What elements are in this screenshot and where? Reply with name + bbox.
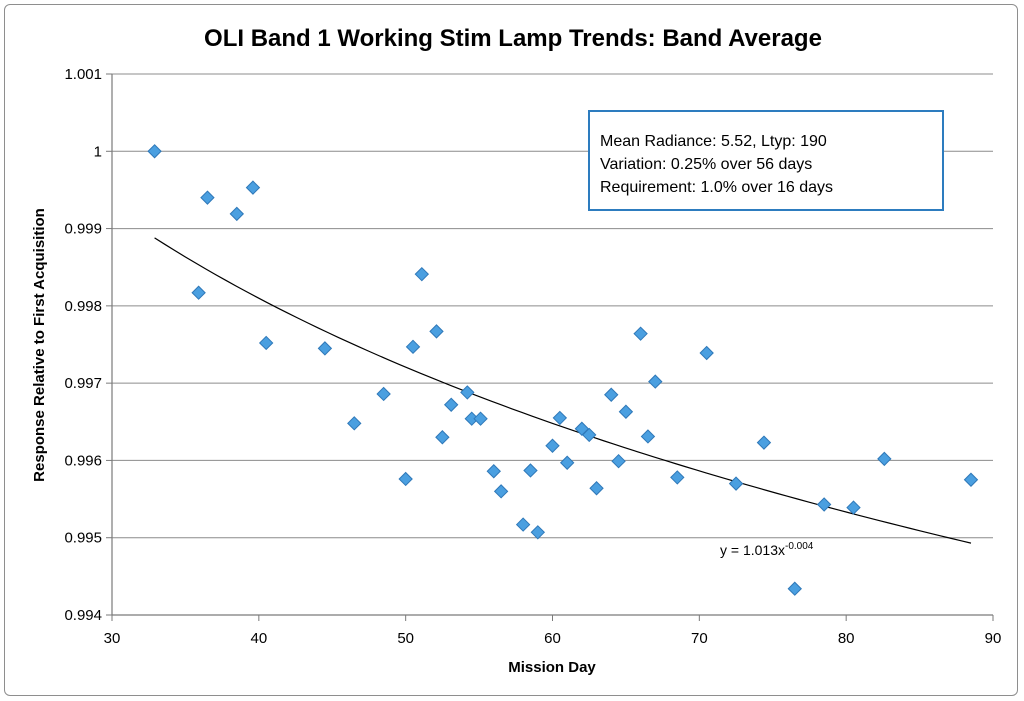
trendline-equation-base: y = 1.013x <box>720 542 785 558</box>
data-point <box>405 339 421 355</box>
y-axis-label: Response Relative to First Acquisition <box>31 208 48 482</box>
data-point <box>963 472 979 487</box>
data-point <box>429 324 444 339</box>
data-point <box>493 484 509 499</box>
x-tick-label: 60 <box>544 630 561 647</box>
data-point <box>229 206 245 222</box>
data-point <box>582 427 597 443</box>
data-point <box>816 497 832 512</box>
trendline-equation-exponent: -0.004 <box>785 541 814 552</box>
data-point <box>787 581 802 596</box>
y-tick-label: 0.998 <box>64 298 102 315</box>
annotation-line: Mean Radiance: 5.52, Ltyp: 190 <box>600 133 827 150</box>
trendline <box>154 237 972 544</box>
x-tick-label: 90 <box>985 630 1002 647</box>
annotation-box-border <box>588 110 944 211</box>
data-point <box>552 410 568 426</box>
data-point <box>258 335 274 351</box>
data-point <box>670 470 685 485</box>
annotation-line: Variation: 0.25% over 56 days <box>600 156 812 173</box>
y-tick-label: 1.001 <box>64 66 102 83</box>
data-point <box>473 411 488 426</box>
data-point <box>545 438 560 453</box>
x-tick-label: 30 <box>104 630 121 647</box>
data-point <box>460 385 475 400</box>
data-point <box>317 341 333 356</box>
y-tick-label: 0.997 <box>64 375 102 392</box>
x-tick-label: 50 <box>397 630 414 647</box>
y-tick-label: 0.999 <box>64 221 102 238</box>
data-point <box>398 471 413 487</box>
y-tick-label: 1 <box>94 143 102 160</box>
data-point <box>728 476 744 491</box>
y-tick-label: 0.996 <box>64 452 102 469</box>
data-point <box>443 397 459 412</box>
data-point <box>640 429 656 444</box>
annotation-box: Mean Radiance: 5.52, Ltyp: 190 Variation… <box>588 110 944 211</box>
data-point <box>877 451 892 467</box>
data-point <box>699 345 714 361</box>
data-point <box>435 430 450 445</box>
y-tick-label: 0.994 <box>64 607 102 624</box>
x-axis-label: Mission Day <box>508 659 596 676</box>
annotation-line: Requirement: 1.0% over 16 days <box>600 179 833 196</box>
chart-title: OLI Band 1 Working Stim Lamp Trends: Ban… <box>204 25 822 52</box>
data-points <box>147 144 979 596</box>
data-point <box>523 463 538 478</box>
data-point <box>147 144 162 159</box>
data-point <box>756 435 772 450</box>
data-point <box>245 180 261 195</box>
data-point <box>648 374 663 389</box>
data-point <box>589 481 604 496</box>
data-point <box>191 285 206 300</box>
data-point <box>604 387 619 402</box>
data-point <box>846 500 861 515</box>
data-point <box>611 453 626 469</box>
data-point <box>347 416 362 431</box>
y-tick-label: 0.995 <box>64 530 102 547</box>
data-point <box>376 386 391 402</box>
x-ticks: 30 40 50 60 70 80 90 <box>104 615 1002 647</box>
data-point <box>618 404 634 419</box>
x-tick-label: 40 <box>250 630 267 647</box>
x-tick-label: 80 <box>838 630 855 647</box>
data-point <box>633 326 648 341</box>
x-tick-label: 70 <box>691 630 708 647</box>
trendline-equation: y = 1.013x-0.004 <box>720 541 814 558</box>
y-ticks: 0.994 0.995 0.996 0.997 0.998 0.999 1 1.001 <box>64 66 112 624</box>
data-point <box>414 266 430 282</box>
data-point <box>200 190 215 205</box>
data-point <box>530 525 546 540</box>
data-point <box>486 464 501 479</box>
data-point <box>559 455 575 470</box>
data-point <box>515 517 531 532</box>
